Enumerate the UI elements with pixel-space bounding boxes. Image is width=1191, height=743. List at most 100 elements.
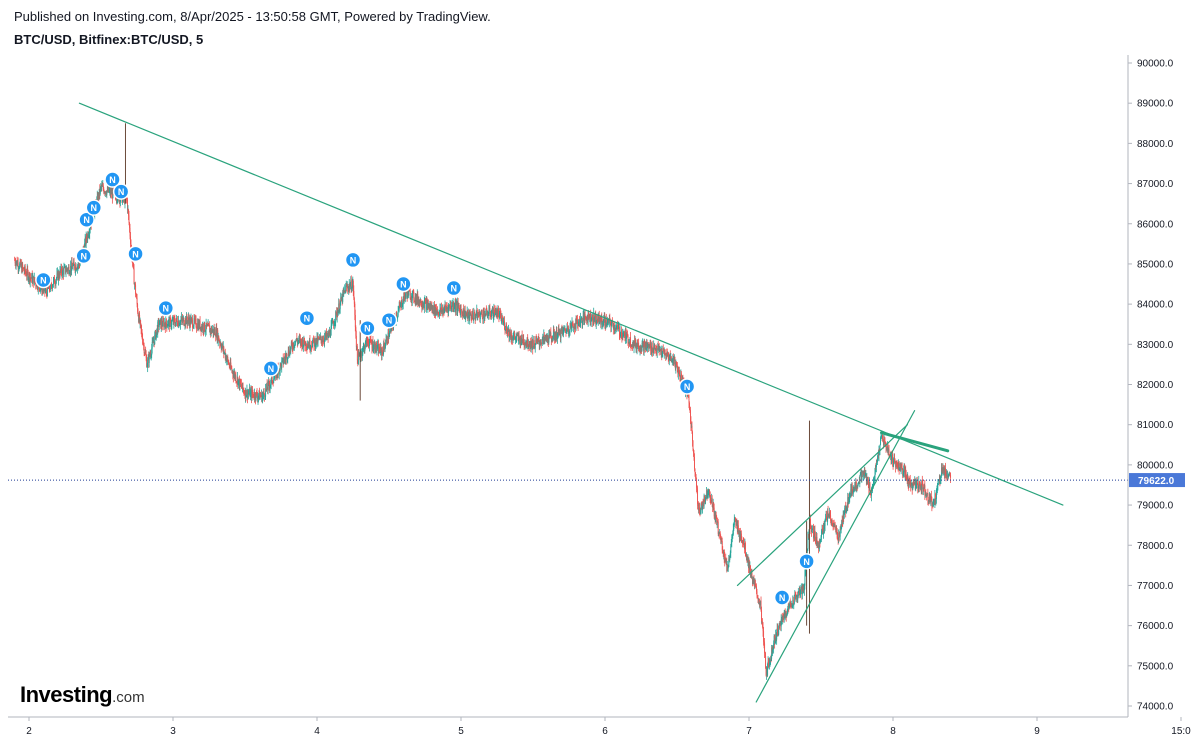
candle-body (530, 341, 532, 349)
candle-body (682, 377, 683, 382)
news-marker[interactable]: N (344, 251, 362, 269)
candle-body (788, 605, 790, 609)
candle-body (331, 322, 333, 326)
candle-body (522, 338, 524, 344)
candle-body (666, 353, 668, 356)
news-marker[interactable]: N (380, 311, 398, 329)
candle-body (363, 345, 365, 351)
news-marker[interactable]: N (127, 245, 144, 263)
candle-body (22, 264, 24, 268)
candle-body (260, 395, 262, 397)
candle-body (846, 506, 848, 511)
candle-body (505, 324, 507, 330)
news-marker[interactable]: N (112, 183, 130, 200)
candle-body (490, 316, 492, 318)
candle-body (100, 186, 102, 188)
candle-body (701, 504, 703, 510)
candle-body (237, 380, 239, 386)
news-marker[interactable]: N (262, 360, 280, 377)
candle-body (103, 189, 105, 193)
candle-body (443, 309, 445, 314)
news-marker[interactable]: N (104, 171, 121, 188)
candle-body (530, 341, 532, 349)
candle-body (361, 352, 363, 357)
news-marker[interactable]: N (157, 299, 175, 317)
news-marker[interactable]: N (445, 279, 463, 297)
candle-body (15, 263, 17, 266)
candle-body (273, 376, 275, 379)
candle-body (597, 314, 599, 322)
candle-body (939, 476, 940, 480)
candle-body (656, 348, 658, 353)
candle-body (147, 359, 149, 367)
candle-body (26, 275, 28, 277)
candle-body (15, 262, 17, 266)
candle-body (832, 525, 834, 527)
news-marker[interactable]: N (85, 199, 103, 216)
candle-body (885, 443, 887, 445)
candle-body (606, 320, 608, 325)
news-marker[interactable]: N (678, 378, 696, 395)
candle-body (459, 308, 461, 310)
candle-body (45, 289, 47, 291)
candle-body (333, 323, 335, 326)
news-marker[interactable]: N (359, 319, 376, 337)
news-marker[interactable]: N (35, 271, 52, 289)
candle-body (42, 288, 44, 290)
candle-body (408, 290, 410, 296)
candle-body (225, 356, 227, 362)
candle-body (676, 363, 678, 367)
news-marker[interactable]: N (298, 309, 316, 327)
candle-body (802, 586, 804, 590)
candle-body (552, 330, 554, 340)
candle-body (795, 596, 797, 600)
candle-body (138, 315, 140, 322)
candle-body (291, 344, 293, 348)
candle-body (399, 305, 401, 307)
candle-body (240, 383, 242, 385)
candle-body (161, 325, 163, 327)
candle-body (250, 391, 251, 397)
candle-body (478, 314, 480, 316)
candle-body (428, 303, 430, 309)
candle-body (376, 342, 377, 351)
candle-body (167, 320, 169, 326)
candle-body (549, 332, 551, 334)
candle-body (542, 335, 544, 340)
candle-body (58, 272, 59, 281)
candle-body (899, 468, 901, 470)
candle-body (196, 327, 198, 329)
candle-body (944, 467, 945, 476)
news-marker[interactable]: N (773, 589, 791, 606)
candle-body (821, 528, 823, 532)
news-marker[interactable]: N (78, 211, 95, 228)
candle-body (573, 326, 575, 328)
candle-body (289, 348, 291, 351)
candle-body (588, 312, 590, 316)
candle-body (921, 479, 923, 486)
candle-body (604, 325, 606, 327)
candle-body (204, 322, 206, 331)
candle-body (904, 468, 906, 478)
candle-body (207, 323, 209, 326)
candle-body (506, 330, 508, 334)
news-marker[interactable]: N (395, 275, 412, 293)
candle-body (694, 468, 696, 473)
news-marker[interactable]: N (75, 247, 92, 265)
candle-body (878, 454, 879, 457)
candle-body (364, 341, 366, 348)
candle-body (768, 661, 770, 664)
candle-body (502, 318, 503, 321)
candle-body (497, 310, 499, 317)
candle-body (793, 604, 795, 606)
candle-body (916, 480, 918, 483)
candle-body (845, 510, 847, 513)
candle-body (940, 475, 942, 479)
news-marker[interactable]: N (798, 553, 815, 570)
candle-body (178, 321, 179, 327)
candle-body (945, 468, 946, 474)
candle-body (67, 268, 69, 272)
candle-body (862, 472, 864, 477)
